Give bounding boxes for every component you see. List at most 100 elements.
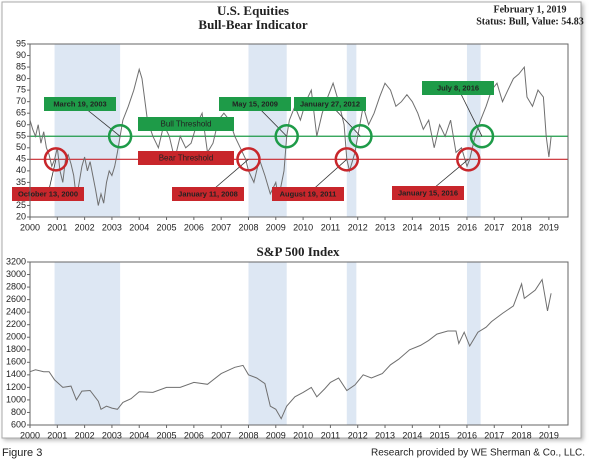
annotation-connector: [457, 87, 483, 137]
x-tick-label: 2004: [129, 222, 149, 232]
y-tick-label: 800: [11, 407, 26, 417]
y-tick-label: 45: [16, 154, 26, 164]
y-tick-label: 2000: [6, 332, 26, 342]
shaded-period: [346, 262, 357, 425]
plot-frame: [29, 261, 569, 426]
annotation-circle: [236, 147, 261, 172]
data-line: [29, 65, 552, 206]
x-tick-label: 2001: [47, 222, 67, 232]
y-tick-label: 1200: [6, 382, 26, 392]
annotation-circle: [43, 147, 69, 172]
x-tick-label: 2000: [20, 222, 40, 232]
annotation-circle: [274, 124, 299, 149]
y-tick-label: 50: [16, 142, 26, 152]
x-tick-label: 2015: [430, 430, 450, 440]
y-tick-label: 85: [16, 61, 26, 71]
chart-title: U.S. Equities: [217, 3, 289, 18]
y-tick-label: 95: [16, 38, 26, 48]
shaded-period: [54, 262, 121, 425]
x-tick-label: 2018: [512, 222, 532, 232]
y-tick-label: 2400: [6, 307, 26, 317]
x-tick-label: 2011: [321, 222, 340, 232]
annotation-box: [172, 187, 244, 201]
x-tick-label: 2014: [402, 222, 422, 232]
x-tick-label: 2009: [266, 430, 286, 440]
y-tick-label: 600: [11, 419, 26, 429]
x-tick-label: 2012: [348, 430, 368, 440]
x-tick-label: 2007: [211, 430, 231, 440]
x-tick-label: 2012: [348, 222, 368, 232]
x-tick-label: 2008: [238, 222, 258, 232]
y-tick-label: 1600: [6, 357, 26, 367]
x-tick-label: 2017: [484, 222, 504, 232]
x-tick-label: 2005: [157, 430, 177, 440]
status: Status: Bull, Value: 54.83: [476, 16, 584, 27]
x-tick-label: 2013: [375, 222, 395, 232]
x-tick-label: 2016: [457, 222, 477, 232]
x-tick-label: 2007: [211, 222, 231, 232]
y-tick-label: 35: [16, 177, 26, 187]
date: February 1, 2019: [493, 4, 566, 15]
x-tick-label: 2017: [484, 430, 504, 440]
figure-label: Figure 3: [2, 447, 42, 459]
y-tick-label: 1400: [6, 369, 26, 379]
x-tick-label: 2001: [47, 430, 67, 440]
x-tick-label: 2003: [102, 430, 122, 440]
annotation-circle: [348, 124, 373, 149]
x-tick-label: 2011: [321, 430, 340, 440]
annotation-label: May 15, 2009: [232, 99, 278, 108]
shaded-period: [248, 262, 287, 425]
y-tick-label: 1800: [6, 344, 26, 354]
y-tick-label: 2800: [6, 281, 26, 291]
y-tick-label: 2600: [6, 294, 26, 304]
x-tick-label: 2002: [75, 430, 95, 440]
annotation-box: [272, 187, 344, 201]
threshold-label-box: [138, 117, 234, 131]
x-tick-label: 2014: [402, 430, 422, 440]
annotation-box: [422, 81, 494, 95]
y-tick-label: 1000: [6, 394, 26, 404]
x-tick-label: 2006: [184, 222, 204, 232]
credit: Research provided by WE Sherman & Co., L…: [371, 448, 585, 459]
y-tick-label: 3000: [6, 269, 26, 279]
annotation-box: [44, 97, 116, 111]
annotation-circle: [334, 147, 360, 172]
x-tick-label: 2015: [430, 222, 450, 232]
x-tick-label: 2003: [102, 222, 122, 232]
x-tick-label: 2013: [375, 430, 395, 440]
annotation-circle: [469, 124, 495, 149]
x-tick-label: 2018: [512, 430, 532, 440]
chart-title: S&P 500 Index: [256, 244, 340, 259]
annotation-circle: [107, 124, 133, 149]
x-tick-label: 2010: [293, 430, 313, 440]
y-tick-label: 55: [16, 131, 26, 141]
threshold-label: Bull Threshold: [161, 120, 212, 129]
y-tick-label: 60: [16, 119, 26, 129]
x-tick-label: 2010: [293, 222, 313, 232]
y-tick-label: 75: [16, 85, 26, 95]
y-tick-label: 2200: [6, 319, 26, 329]
threshold-label: Bear Threshold: [159, 154, 214, 163]
threshold-label-box: [138, 151, 234, 165]
annotation-box: [294, 97, 366, 111]
x-tick-label: 2019: [539, 430, 559, 440]
plot-frame: [29, 43, 569, 218]
y-tick-label: 3200: [6, 256, 26, 266]
annotation-box: [392, 186, 464, 200]
x-tick-label: 2006: [184, 430, 204, 440]
y-tick-label: 40: [16, 165, 26, 175]
x-tick-label: 2004: [129, 430, 149, 440]
y-tick-label: 90: [16, 50, 26, 60]
y-tick-label: 70: [16, 96, 26, 106]
x-tick-label: 2009: [266, 222, 286, 232]
x-tick-label: 2005: [157, 222, 177, 232]
x-tick-label: 2002: [75, 222, 95, 232]
x-tick-label: 2019: [539, 222, 559, 232]
shaded-period: [466, 262, 481, 425]
annotation-box: [219, 97, 291, 111]
annotation-label: October 13, 2000: [18, 189, 78, 198]
x-tick-label: 2016: [457, 430, 477, 440]
chart-subtitle: Bull-Bear Indicator: [198, 17, 307, 32]
